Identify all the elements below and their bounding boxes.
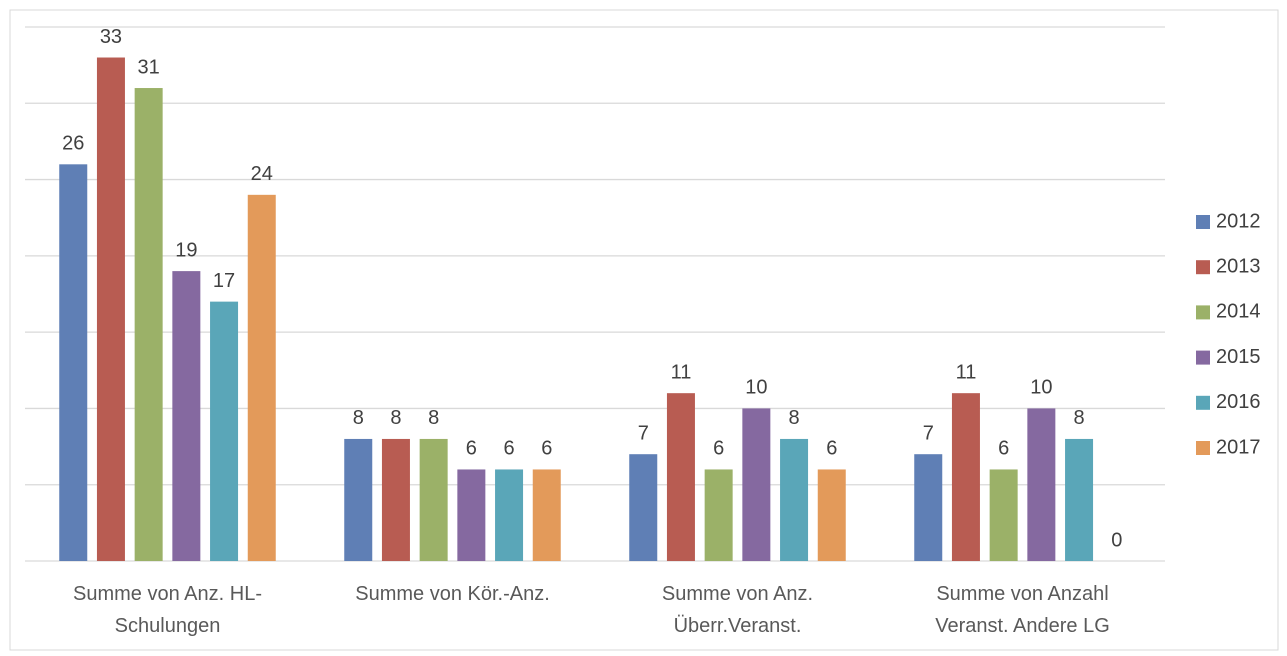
bar <box>780 438 809 561</box>
legend-label: 2013 <box>1216 255 1261 277</box>
x-tick-label: Summe von Anz. Überr.Veranst. <box>661 583 814 637</box>
data-label: 6 <box>713 438 724 460</box>
data-label: 11 <box>956 361 977 383</box>
bar <box>247 194 276 562</box>
data-label: 8 <box>428 407 439 429</box>
data-label: 10 <box>745 377 767 399</box>
legend-swatch <box>1196 395 1210 410</box>
bar <box>134 88 163 562</box>
bar <box>532 469 561 561</box>
bar <box>989 469 1018 561</box>
data-label: 24 <box>251 163 273 185</box>
bar <box>495 469 524 561</box>
data-label: 17 <box>213 270 235 292</box>
data-label: 0 <box>1111 529 1122 551</box>
data-label: 8 <box>353 407 364 429</box>
data-label: 11 <box>671 361 692 383</box>
bar <box>96 57 125 562</box>
data-label: 6 <box>466 438 477 460</box>
data-label: 8 <box>788 407 799 429</box>
x-tick-label: Summe von Kör.-Anz. <box>355 583 550 605</box>
bar <box>742 408 771 561</box>
bar <box>817 469 846 561</box>
x-tick-label: Summe von Anzahl Veranst. Andere LG <box>935 583 1110 637</box>
chart-border <box>9 9 1279 651</box>
legend-swatch <box>1196 305 1210 320</box>
bar <box>344 438 373 561</box>
legend-label: 2014 <box>1216 301 1261 323</box>
bar <box>381 438 410 561</box>
data-label: 8 <box>390 407 401 429</box>
data-label: 26 <box>62 133 84 155</box>
data-label: 7 <box>923 422 934 444</box>
bar <box>59 164 88 562</box>
bar <box>951 393 980 561</box>
bar <box>172 271 201 561</box>
legend-swatch <box>1196 215 1210 229</box>
bar <box>1027 408 1056 561</box>
data-label: 19 <box>175 239 197 261</box>
x-tick-label: Summe von Anz. HL-Schulungen <box>73 583 262 637</box>
data-label: 6 <box>998 438 1009 460</box>
bar <box>666 393 695 561</box>
bar <box>419 438 448 561</box>
bar <box>457 469 486 561</box>
legend-swatch <box>1196 441 1210 455</box>
data-label: 6 <box>503 438 514 460</box>
data-label: 6 <box>541 438 552 460</box>
legend-label: 2016 <box>1216 391 1261 413</box>
bar <box>704 469 733 561</box>
data-label: 6 <box>826 438 837 460</box>
legend-label: 2015 <box>1216 346 1261 368</box>
legend-swatch <box>1196 350 1210 365</box>
bar <box>1065 438 1094 561</box>
legend-swatch <box>1196 260 1210 275</box>
data-label: 8 <box>1073 407 1084 429</box>
legend-label: 2017 <box>1216 436 1261 458</box>
data-label: 31 <box>138 56 160 78</box>
legend-label: 2012 <box>1216 210 1261 232</box>
bar <box>629 454 658 561</box>
bar <box>210 301 239 561</box>
data-label: 10 <box>1030 377 1052 399</box>
data-label: 7 <box>638 422 649 444</box>
bar <box>914 454 943 561</box>
data-label: 33 <box>100 26 122 48</box>
